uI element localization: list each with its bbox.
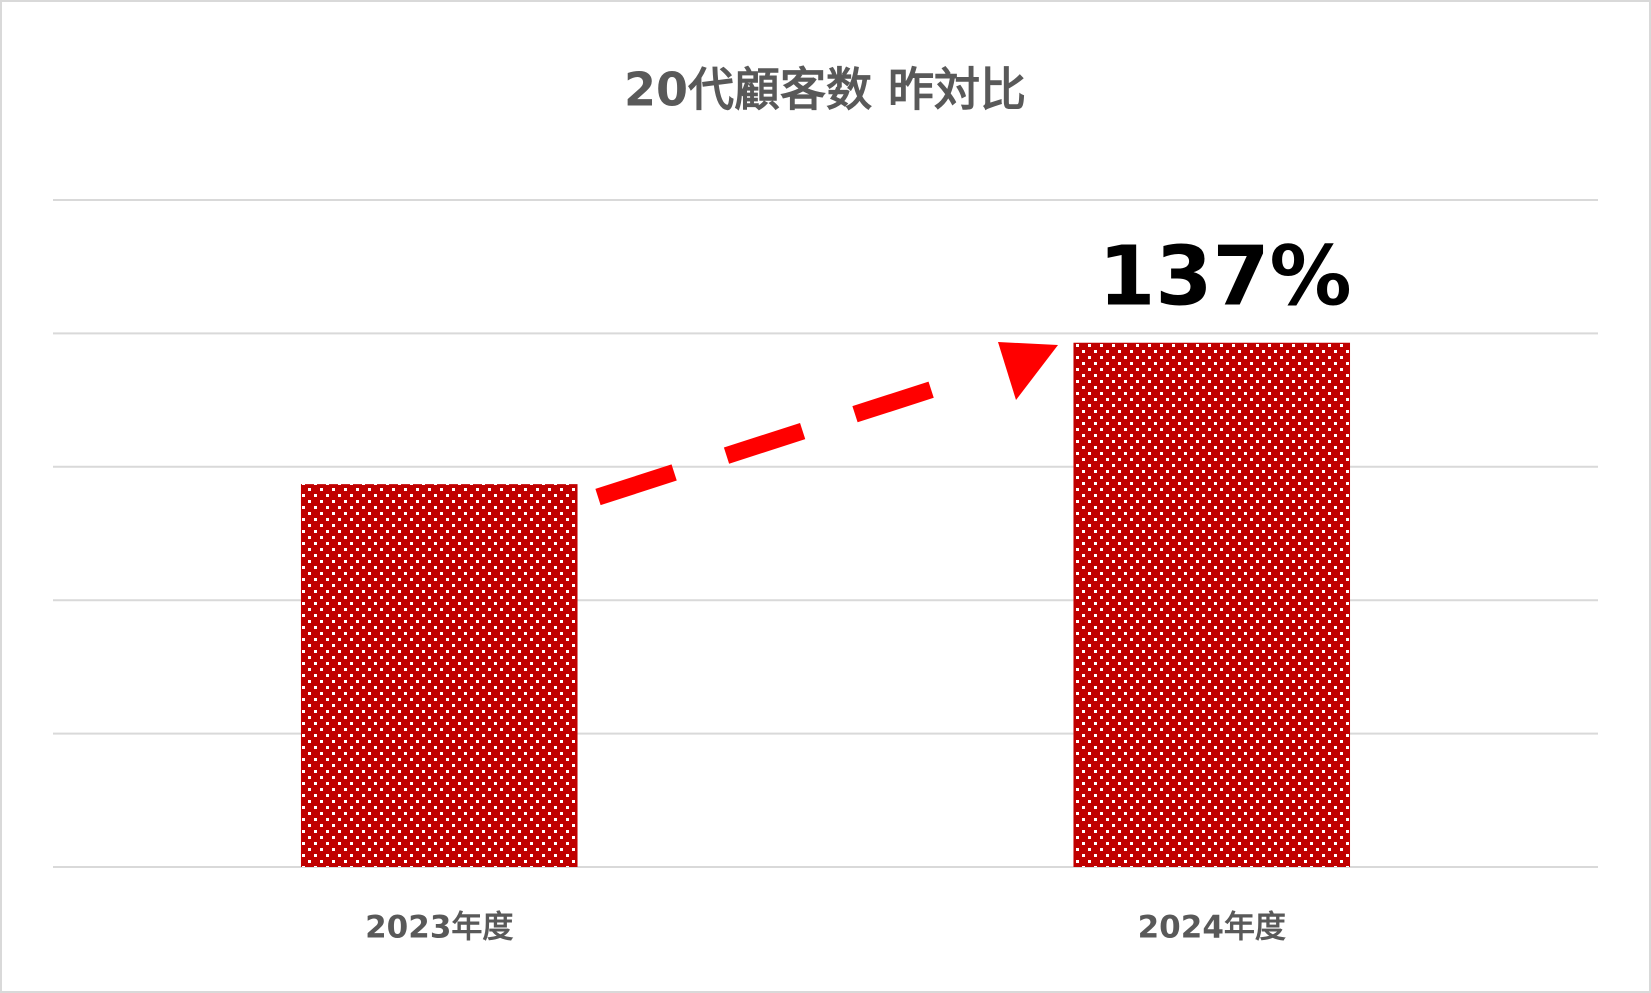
x-tick-label: 2024年度 — [1138, 910, 1286, 946]
bar — [1073, 342, 1351, 867]
annotation: 137% — [1098, 229, 1351, 324]
plot-area: 2023年度 2024年度 — [53, 199, 1598, 946]
bar — [300, 484, 578, 867]
trend-arrow-shaft — [595, 373, 958, 506]
chart-title: 20代顧客数 昨対比 — [624, 63, 1026, 117]
trend-arrow-head — [998, 342, 1058, 400]
x-tick-label: 2023年度 — [365, 910, 513, 946]
